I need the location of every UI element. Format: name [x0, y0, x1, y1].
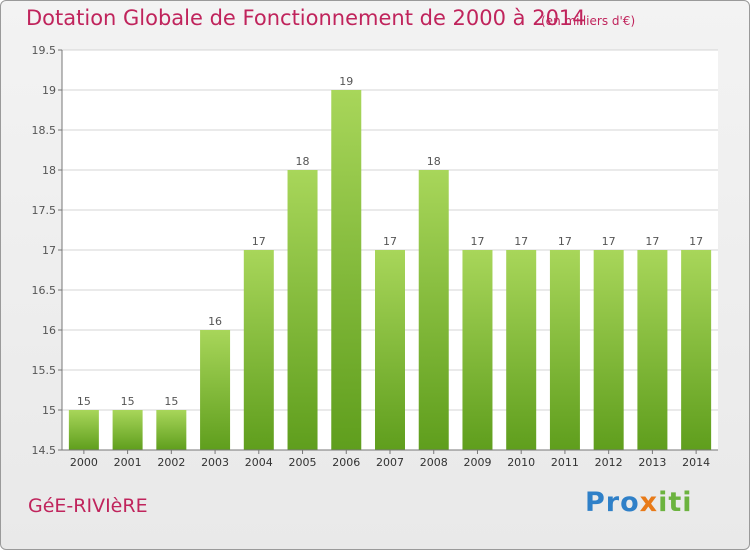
data-label: 18 [296, 155, 310, 168]
x-tick-label: 2009 [463, 456, 491, 469]
y-tick-label: 17 [42, 244, 56, 257]
logo-part-2: x [639, 487, 659, 518]
y-tick-label: 14.5 [32, 444, 57, 457]
data-label: 17 [645, 235, 659, 248]
x-tick-label: 2006 [332, 456, 360, 469]
x-tick-label: 2008 [420, 456, 448, 469]
y-tick-label: 18 [42, 164, 56, 177]
data-label: 17 [470, 235, 484, 248]
bar-2009 [462, 250, 493, 450]
bar-2004 [243, 250, 274, 450]
bar-2001 [112, 410, 143, 450]
data-label: 17 [602, 235, 616, 248]
x-tick-label: 2005 [289, 456, 317, 469]
bar-2005 [287, 170, 318, 450]
data-label: 17 [558, 235, 572, 248]
unit-label: (en milliers d'€) [541, 14, 636, 28]
y-tick-label: 17.5 [32, 204, 57, 217]
data-label: 15 [121, 395, 135, 408]
chart-title: Dotation Globale de Fonctionnement de 20… [26, 6, 586, 30]
y-tick-label: 15 [42, 404, 56, 417]
data-label: 18 [427, 155, 441, 168]
x-tick-label: 2007 [376, 456, 404, 469]
bar-2010 [506, 250, 537, 450]
proxiti-logo[interactable]: Proxiti [585, 487, 693, 518]
bar-2007 [375, 250, 405, 450]
x-tick-label: 2013 [638, 456, 666, 469]
x-tick-label: 2003 [201, 456, 229, 469]
y-tick-label: 18.5 [32, 124, 57, 137]
x-tick-label: 2011 [551, 456, 579, 469]
y-tick-label: 16.5 [32, 284, 57, 297]
data-label: 15 [77, 395, 91, 408]
bar-2003 [200, 330, 231, 450]
data-label: 15 [164, 395, 178, 408]
bar-2014 [681, 250, 712, 450]
x-tick-label: 2004 [245, 456, 273, 469]
data-label: 17 [689, 235, 703, 248]
x-tick-label: 2001 [114, 456, 142, 469]
bar-2013 [637, 250, 668, 450]
data-label: 19 [339, 75, 353, 88]
logo-part-3: iti [658, 487, 693, 518]
bar-2002 [156, 410, 187, 450]
y-tick-label: 19.5 [32, 44, 57, 57]
data-label: 17 [383, 235, 397, 248]
data-label: 17 [514, 235, 528, 248]
commune-name: GéE-RIVIèRE [28, 495, 148, 517]
bar-2012 [593, 250, 624, 450]
bar-2011 [549, 250, 580, 450]
x-tick-label: 2010 [507, 456, 535, 469]
x-tick-label: 2002 [157, 456, 185, 469]
bar-2008 [418, 170, 449, 450]
logo-part-1: Pro [585, 487, 640, 518]
x-tick-label: 2012 [595, 456, 623, 469]
x-tick-label: 2014 [682, 456, 710, 469]
data-label: 17 [252, 235, 266, 248]
bar-2000 [68, 410, 99, 450]
y-tick-label: 15.5 [32, 364, 57, 377]
y-tick-label: 19 [42, 84, 56, 97]
x-tick-label: 2000 [70, 456, 98, 469]
data-label: 16 [208, 315, 222, 328]
y-tick-label: 16 [42, 324, 56, 337]
bar-2006 [331, 90, 362, 450]
